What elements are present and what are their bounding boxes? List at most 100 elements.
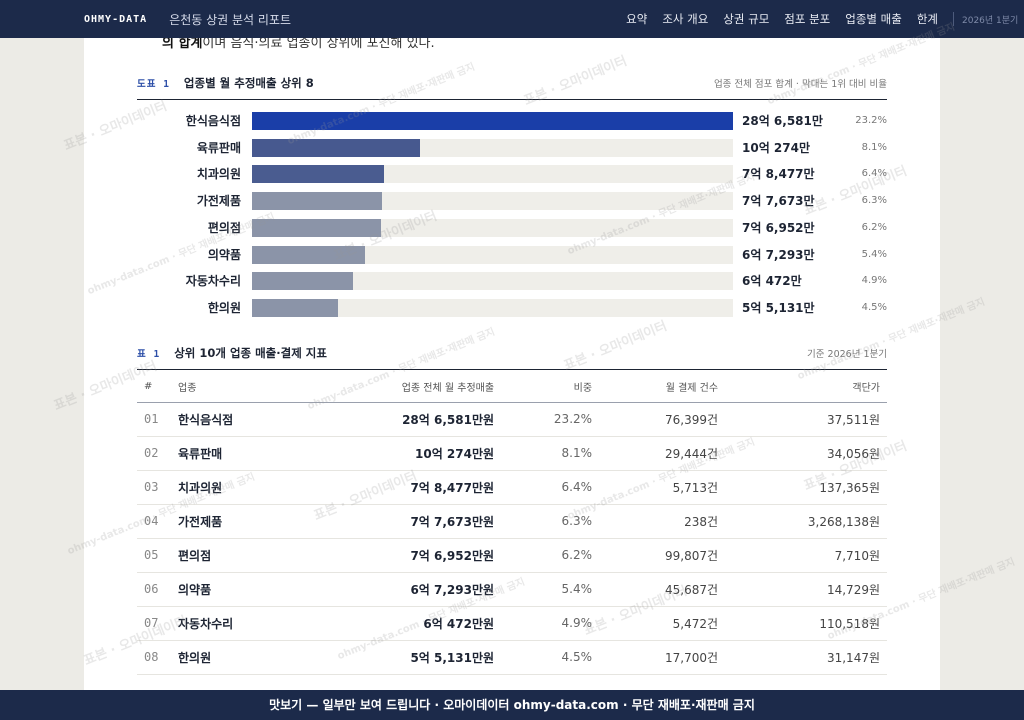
footer-banner: 맛보기 — 일부만 보여 드립니다 · 오마이데이터 ohmy-data.com… [0, 690, 1024, 720]
bar-category-label: 한식음식점 [185, 114, 241, 128]
nav-link-limitations[interactable]: 한계 [916, 12, 938, 26]
nav-divider [953, 12, 954, 26]
bar-value-label: 7억 6,952만 [742, 220, 815, 235]
bar-track [252, 245, 733, 264]
row-industry: 치과의원 [171, 470, 302, 505]
row-aov: 34,056원 [725, 436, 887, 471]
table-row[interactable]: 05 편의점 7억 6,952만원 6.2% 99,807건 7,710원 [137, 538, 887, 573]
bar-row: 자동차수리 6억 472만 4.9% [137, 271, 887, 291]
bar-track [252, 138, 733, 157]
nav-link-scale[interactable]: 상권 규모 [723, 12, 770, 26]
bar-row: 육류판매 10억 274만 8.1% [137, 138, 887, 158]
bar [252, 112, 733, 130]
row-share: 6.3% [501, 504, 600, 539]
table-row[interactable]: 04 가전제품 7억 7,673만원 6.3% 238건 3,268,138원 [137, 504, 887, 539]
nav-link-summary[interactable]: 요약 [626, 12, 648, 26]
nav-link-overview[interactable]: 조사 개요 [662, 12, 709, 26]
bar-value-label: 6억 7,293만 [742, 247, 815, 262]
bar-category-label: 자동차수리 [185, 274, 241, 289]
brand-logo[interactable]: OHMY-DATA [84, 13, 148, 25]
figure-rule [137, 99, 887, 100]
table-rule [137, 369, 887, 370]
row-count: 29,444건 [599, 436, 726, 471]
row-share: 8.1% [501, 436, 600, 471]
table-row[interactable]: 06 의약품 6억 7,293만원 5.4% 45,687건 14,729원 [137, 572, 887, 607]
row-count: 99,807건 [599, 538, 726, 573]
bar-category-label: 편의점 [207, 220, 241, 235]
bar-track [252, 165, 733, 184]
row-aov: 7,710원 [725, 538, 887, 573]
bar-row: 가전제품 7억 7,673만 6.3% [137, 191, 887, 211]
report-title: 은천동 상권 분석 리포트 [169, 12, 292, 27]
table-title: 상위 10개 업종 매출·결제 지표 [174, 346, 327, 360]
bar-category-label: 한의원 [207, 300, 241, 315]
bar [252, 138, 421, 157]
row-aov: 31,147원 [725, 640, 887, 675]
bar-row: 편의점 7억 6,952만 6.2% [137, 218, 887, 238]
bar-track [252, 192, 733, 211]
row-rank: 01 [137, 402, 171, 437]
row-industry: 육류판매 [171, 436, 302, 471]
row-sales: 28억 6,581만원 [301, 402, 502, 437]
table-note: 기준 2026년 1분기 [807, 349, 887, 360]
nav-link-sales-by-industry[interactable]: 업종별 매출 [845, 12, 902, 26]
nav-period: 2026년 1분기 [962, 15, 1019, 26]
bar-category-label: 육류판매 [196, 140, 241, 155]
row-rank: 06 [137, 572, 171, 607]
bar-value-label: 6억 472만 [742, 274, 802, 289]
figure-header: 도표 1 업종별 월 추정매출 상위 8 업종 전체 점포 합계 · 막대는 1… [137, 73, 887, 93]
table-row[interactable]: 01 한식음식점 28억 6,581만원 23.2% 76,399건 37,511원 [137, 402, 887, 437]
col-header-share[interactable]: 비중 [501, 372, 600, 403]
bar-track [252, 272, 733, 291]
bar-share-label: 4.9% [861, 275, 887, 287]
bar-row: 한식음식점 28억 6,581만 23.2% [137, 111, 887, 131]
row-industry: 한식음식점 [171, 402, 302, 437]
bar-share-label: 6.3% [861, 195, 887, 207]
bar-row: 의약품 6억 7,293만 5.4% [137, 245, 887, 265]
row-count: 17,700건 [599, 640, 726, 675]
table-row[interactable]: 07 자동차수리 6억 472만원 4.9% 5,472건 110,518원 [137, 606, 887, 641]
nav-link-distribution[interactable]: 점포 분포 [784, 12, 831, 26]
industry-table: # 업종 업종 전체 월 추정매출 비중 월 결제 건수 객단가 01 한식음식점… [137, 372, 887, 675]
table-tag: 표 1 [137, 349, 161, 360]
figure-tag: 도표 1 [137, 79, 170, 90]
row-share: 4.9% [501, 606, 600, 641]
bar [252, 218, 382, 237]
col-header-industry[interactable]: 업종 [171, 372, 302, 403]
bar [252, 298, 338, 317]
bar-share-label: 6.4% [861, 168, 887, 180]
row-count: 76,399건 [599, 402, 726, 437]
row-share: 4.5% [501, 640, 600, 675]
bar-row: 치과의원 7억 8,477만 6.4% [137, 164, 887, 184]
row-sales: 7억 8,477만원 [301, 470, 502, 505]
bar-share-label: 5.4% [861, 248, 887, 260]
bar [252, 165, 384, 184]
col-header-sales[interactable]: 업종 전체 월 추정매출 [301, 372, 502, 403]
row-share: 23.2% [501, 402, 600, 437]
row-rank: 03 [137, 470, 171, 505]
figure-note: 업종 전체 점포 합계 · 막대는 1위 대비 비율 [713, 79, 887, 90]
bar-value-label: 10억 274만 [742, 140, 811, 155]
bar-track [252, 298, 733, 317]
col-header-count[interactable]: 월 결제 건수 [599, 372, 726, 403]
figure-title: 업종별 월 추정매출 상위 8 [183, 76, 314, 90]
row-rank: 07 [137, 606, 171, 641]
cut-off-bold: 의 합계 [162, 38, 203, 51]
row-industry: 의약품 [171, 572, 302, 607]
top-nav: OHMY-DATA 은천동 상권 분석 리포트 요약 조사 개요 상권 규모 점… [0, 0, 1024, 38]
row-count: 45,687건 [599, 572, 726, 607]
col-header-aov[interactable]: 객단가 [725, 372, 887, 403]
table-row[interactable]: 03 치과의원 7억 8,477만원 6.4% 5,713건 137,365원 [137, 470, 887, 505]
row-sales: 5억 5,131만원 [301, 640, 502, 675]
row-sales: 6억 7,293만원 [301, 572, 502, 607]
col-header-rank[interactable]: # [137, 372, 171, 403]
bar-row: 한의원 5억 5,131만 4.5% [137, 298, 887, 318]
table-row[interactable]: 08 한의원 5억 5,131만원 4.5% 17,700건 31,147원 [137, 640, 887, 675]
row-industry: 자동차수리 [171, 606, 302, 641]
row-aov: 110,518원 [725, 606, 887, 641]
bar-share-label: 23.2% [855, 115, 887, 126]
row-sales: 6억 472만원 [301, 606, 502, 641]
cut-off-rest: 이며 음식·의료 업종이 상위에 포진해 있다. [202, 38, 435, 51]
bar [252, 245, 365, 264]
table-row[interactable]: 02 육류판매 10억 274만원 8.1% 29,444건 34,056원 [137, 436, 887, 471]
